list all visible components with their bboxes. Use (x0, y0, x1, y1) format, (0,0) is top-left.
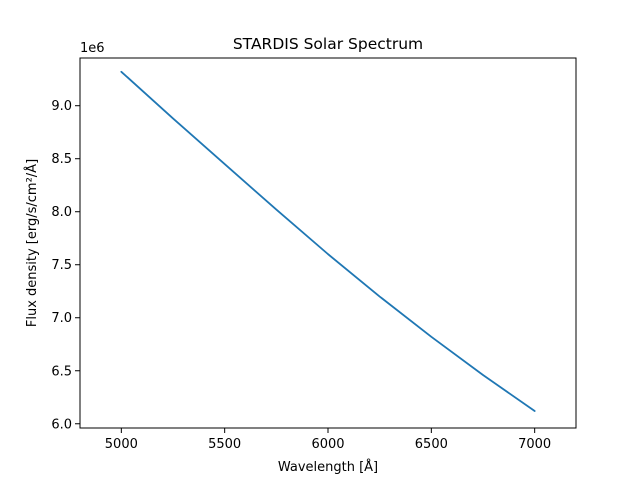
y-tick-label: 6.5 (51, 364, 72, 379)
x-tick-label: 5000 (105, 437, 138, 452)
y-tick-label: 6.0 (51, 417, 72, 432)
y-tick-label: 9.0 (51, 99, 72, 114)
x-tick-label: 7000 (518, 437, 551, 452)
y-axis-label: Flux density [erg/s/cm²/Å] (24, 159, 40, 327)
y-tick-label: 7.5 (51, 258, 72, 273)
y-tick-label: 8.5 (51, 152, 72, 167)
plot-frame (79, 57, 577, 429)
x-axis-ticks: 5000 5500 6000 6500 7000 (105, 428, 551, 452)
x-tick-label: 6500 (415, 437, 448, 452)
y-tick-label: 7.0 (51, 311, 72, 326)
series-layer (120, 70, 536, 412)
series-line-0 (120, 70, 536, 412)
plot-area (80, 58, 576, 428)
chart-title: STARDIS Solar Spectrum (233, 35, 423, 53)
x-tick-label: 6000 (311, 437, 344, 452)
y-offset-text: 1e6 (80, 41, 105, 56)
y-axis-ticks: 6.0 6.5 7.0 7.5 8.0 8.5 9.0 (51, 99, 80, 432)
x-axis-label: Wavelength [Å] (278, 459, 378, 475)
x-tick-label: 5500 (208, 437, 241, 452)
y-tick-label: 8.0 (51, 205, 72, 220)
